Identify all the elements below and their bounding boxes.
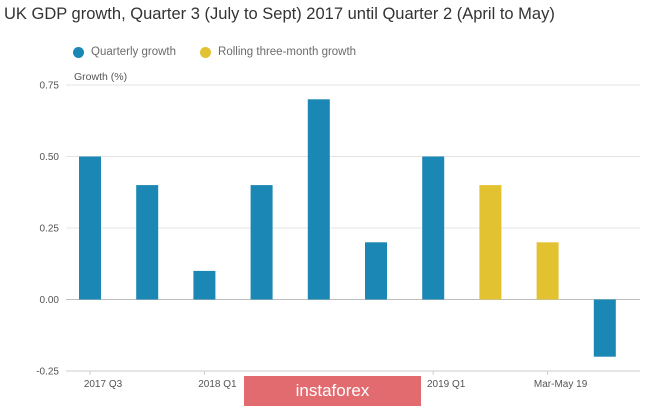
x-tick-label: 2019 Q1 <box>427 379 466 390</box>
chart-title: UK GDP growth, Quarter 3 (July to Sept) … <box>4 5 555 23</box>
y-tick-label: 0.50 <box>40 152 60 163</box>
bar-quarterly <box>79 156 101 300</box>
x-tick-label: 2018 Q1 <box>198 379 237 390</box>
legend-label-quarterly: Quarterly growth <box>91 46 177 58</box>
y-axis-label: Growth (%) <box>74 71 128 83</box>
bar-quarterly <box>593 299 616 357</box>
bar-rolling <box>536 242 559 300</box>
bar-quarterly <box>365 242 387 300</box>
legend-label-rolling: Rolling three-month growth <box>218 46 357 58</box>
bar-quarterly <box>250 185 273 300</box>
bar-quarterly <box>307 99 330 300</box>
bar-quarterly <box>422 156 445 300</box>
legend-item-rolling[interactable]: Rolling three-month growth <box>200 46 356 58</box>
y-tick-label: -0.25 <box>36 367 59 378</box>
bar-rolling <box>479 185 502 300</box>
legend-item-quarterly[interactable]: Quarterly growth <box>73 46 176 58</box>
legend-swatch-quarterly <box>73 46 84 58</box>
legend-swatch-rolling <box>200 46 212 58</box>
bar-quarterly <box>193 270 216 300</box>
bar-quarterly <box>136 185 159 300</box>
y-tick-label: 0.00 <box>40 295 60 306</box>
watermark-logo: instaforex <box>244 376 421 406</box>
legend: Quarterly growth Rolling three-month gro… <box>73 46 356 58</box>
x-tick-label: 2017 Q3 <box>84 379 123 390</box>
y-tick-label: 0.75 <box>40 81 60 92</box>
y-tick-label: 0.25 <box>40 224 60 235</box>
x-tick-label: Mar-May 19 <box>534 379 588 390</box>
